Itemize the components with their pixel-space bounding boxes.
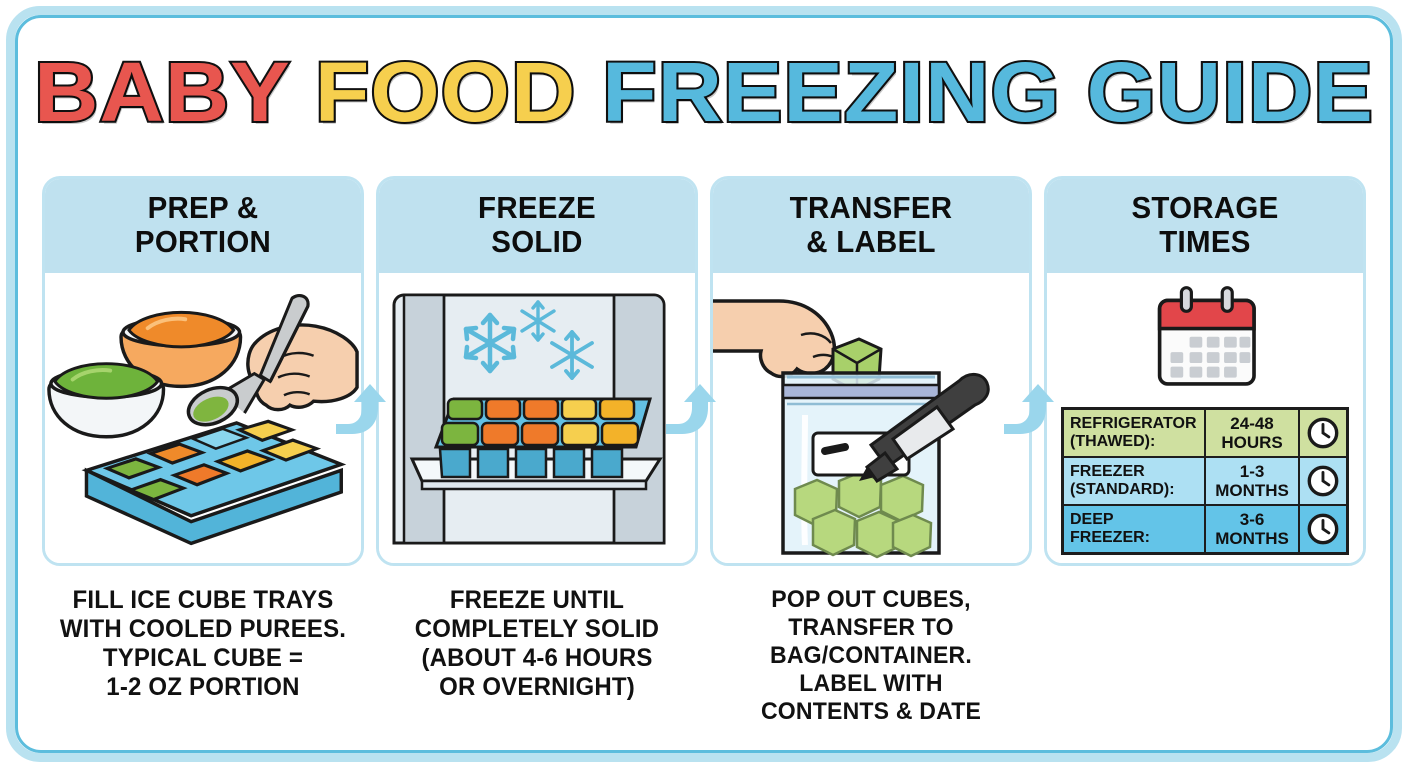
caption-storage-times [1044,586,1366,736]
panel-storage-times-header-line2: TIMES [1159,224,1251,259]
hand-with-spoon [186,294,359,427]
storage-row-label: DEEP FREEZER: [1061,504,1206,555]
ice-cube-tray [81,419,347,546]
panel-freeze-solid-illustration [379,273,695,563]
hand-dropping-cube [713,299,840,379]
page-title: BABY FOOD FREEZING GUIDE [0,48,1408,136]
clock-icon [1298,407,1349,458]
storage-times-table: REFRIGERATOR (THAWED): 24-48 HOURS [1061,407,1349,555]
panel-storage-times-illustration: REFRIGERATOR (THAWED): 24-48 HOURS [1047,273,1363,563]
storage-row-value: 3-6 MONTHS [1203,504,1301,555]
panel-transfer-label-illustration [713,273,1029,563]
orange-puree-bowl [119,310,243,389]
panel-freeze-solid-header: FREEZE SOLID [379,179,695,273]
table-row: FREEZER (STANDARD): 1-3 MONTHS [1061,456,1349,506]
panel-prep-portion-illustration [45,273,361,563]
storage-row-value: 24-48 HOURS [1203,407,1301,458]
storage-row-label: FREEZER (STANDARD): [1061,456,1206,506]
panel-transfer-label-header-line1: TRANSFER [789,190,953,225]
panel-transfer-label: TRANSFER & LABEL [710,176,1032,566]
panel-prep-portion-header-line1: PREP & [147,190,259,225]
calendar-icon [1157,286,1256,386]
green-puree-bowl [47,362,166,439]
panel-transfer-label-header: TRANSFER & LABEL [713,179,1029,273]
caption-freeze-solid: FREEZE UNTIL COMPLETELY SOLID (ABOUT 4-6… [414,586,660,701]
clock-icon [1298,504,1349,555]
ziplock-bag [781,371,941,559]
step-arrow-1-to-2 [332,372,394,436]
title-word-food: FOOD [313,45,578,139]
clock-icon [1298,456,1349,506]
steps-panel-row: PREP & PORTION [42,176,1366,566]
title-word-freezing: FREEZING [600,45,1062,139]
storage-row-label: REFRIGERATOR (THAWED): [1061,407,1206,458]
storage-row-value: 1-3 MONTHS [1203,456,1301,506]
step-arrow-2-to-3 [662,372,724,436]
panel-freeze-solid: FREEZE SOLID [376,176,698,566]
panel-storage-times-header-line1: STORAGE [1131,190,1279,225]
panel-storage-times-header: STORAGE TIMES [1047,179,1363,273]
caption-transfer-label: POP OUT CUBES, TRANSFER TO BAG/CONTAINER… [760,586,982,725]
ice-cube-tray [433,397,652,479]
title-word-guide: GUIDE [1084,45,1374,139]
panel-prep-portion-header-line2: PORTION [134,224,272,259]
step-arrow-3-to-4 [1000,372,1062,436]
step-captions-row: FILL ICE CUBE TRAYS WITH COOLED PUREES. … [42,586,1366,736]
caption-prep-portion: FILL ICE CUBE TRAYS WITH COOLED PUREES. … [59,586,347,701]
marker-pen [859,373,990,483]
calendar-date-cells [1170,336,1251,378]
table-row: REFRIGERATOR (THAWED): 24-48 HOURS [1061,407,1349,458]
panel-prep-portion: PREP & PORTION [42,176,364,566]
snowflake-icon [463,300,594,380]
panel-freeze-solid-header-line2: SOLID [491,224,583,259]
title-word-baby: BABY [32,45,290,139]
panel-prep-portion-header: PREP & PORTION [45,179,361,273]
panel-storage-times: STORAGE TIMES [1044,176,1366,566]
panel-transfer-label-header-line2: & LABEL [806,224,936,259]
table-row: DEEP FREEZER: 3-6 MONTHS [1061,504,1349,555]
panel-freeze-solid-header-line1: FREEZE [478,190,596,225]
